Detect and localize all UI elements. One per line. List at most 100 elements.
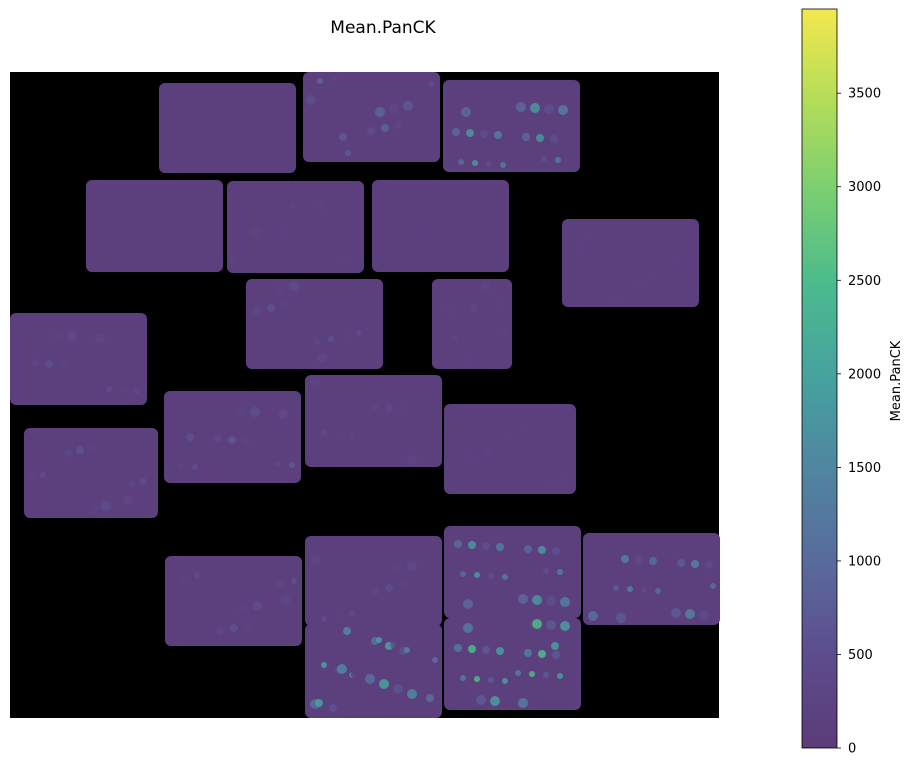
cell-point <box>510 648 518 656</box>
tissue-tile <box>246 279 383 369</box>
cell-point <box>417 98 427 108</box>
cell-point <box>508 132 516 140</box>
cell-point <box>496 647 504 655</box>
cell-point <box>538 546 546 554</box>
cell-point <box>178 463 184 469</box>
cell-point <box>550 135 558 143</box>
cell-point <box>332 205 338 211</box>
cell-point <box>385 584 393 592</box>
cell-point <box>571 570 577 576</box>
cell-point <box>390 642 396 648</box>
cell-point <box>421 558 431 568</box>
cell-point <box>243 257 251 265</box>
cell-point <box>317 78 323 84</box>
tissue-tile <box>86 180 223 272</box>
cell-point <box>90 504 100 514</box>
cell-point <box>428 81 434 87</box>
cell-point <box>264 408 274 418</box>
cell-point <box>161 202 167 208</box>
cell-point <box>168 97 174 103</box>
cell-point <box>635 279 643 287</box>
cell-point <box>685 609 695 619</box>
cell-point <box>699 610 709 620</box>
cell-point <box>216 627 224 635</box>
cell-point <box>23 389 29 395</box>
colorbar-gradient <box>801 8 838 749</box>
cell-point <box>449 598 459 608</box>
cell-point <box>552 547 560 555</box>
cell-point <box>518 698 528 708</box>
cell-point <box>447 473 455 481</box>
cell-point <box>321 430 327 436</box>
cell-point <box>502 101 512 111</box>
colorbar-tick-label: 3000 <box>848 180 881 195</box>
cell-point <box>399 405 407 413</box>
cell-point <box>339 133 347 141</box>
cell-point <box>613 585 619 591</box>
cell-point <box>458 159 464 165</box>
cell-point <box>200 434 208 442</box>
colorbar-label: Mean.PanCK <box>889 340 904 421</box>
cell-point <box>649 272 657 280</box>
cell-point <box>208 569 214 575</box>
cell-point <box>513 427 519 433</box>
cell-point <box>182 94 188 100</box>
cell-point <box>685 248 695 258</box>
cell-point <box>253 307 261 315</box>
cell-point <box>569 158 575 164</box>
cell-point <box>558 476 566 484</box>
tissue-tile <box>10 313 147 405</box>
cell-point <box>95 333 105 343</box>
cell-point <box>317 353 327 363</box>
cell-point <box>444 227 454 237</box>
cell-point <box>649 557 657 565</box>
tissue-tile <box>305 536 442 626</box>
cell-point <box>94 225 104 235</box>
cell-point <box>530 103 540 113</box>
cell-point <box>236 406 246 416</box>
cell-point <box>59 361 67 369</box>
cell-point <box>481 281 491 291</box>
cell-point <box>183 253 191 261</box>
cell-point <box>306 95 316 105</box>
cell-point <box>522 424 528 430</box>
cell-point <box>275 461 281 467</box>
cell-point <box>705 561 713 569</box>
cell-point <box>81 332 91 342</box>
cell-point <box>460 571 466 577</box>
cell-point <box>504 697 514 707</box>
cell-point <box>250 407 260 417</box>
cell-point <box>357 590 365 598</box>
cell-point <box>588 611 598 621</box>
cell-point <box>490 696 500 706</box>
cell-point <box>380 253 388 261</box>
cell-point <box>321 662 327 668</box>
cell-point <box>321 616 327 622</box>
cell-point <box>560 597 570 607</box>
cell-point <box>536 134 544 142</box>
cell-point <box>367 127 375 135</box>
cell-point <box>407 455 417 465</box>
tissue-tile <box>227 181 364 273</box>
cell-point <box>488 677 494 683</box>
cell-point <box>476 695 486 705</box>
cell-point <box>218 146 226 154</box>
cell-point <box>543 672 549 678</box>
cell-point <box>337 664 347 674</box>
tissue-tile <box>562 219 699 307</box>
cell-point <box>544 104 554 114</box>
cell-point <box>532 595 542 605</box>
cell-point <box>518 594 528 604</box>
cell-point <box>229 256 237 264</box>
cell-point <box>470 304 478 312</box>
cell-point <box>524 649 532 657</box>
cell-point <box>432 657 438 663</box>
tissue-tile <box>165 556 302 646</box>
cell-point <box>232 143 240 151</box>
cell-point <box>192 464 198 470</box>
cell-point <box>482 542 490 550</box>
cell-point <box>421 376 431 386</box>
cell-point <box>538 650 546 658</box>
cell-point <box>496 543 504 551</box>
colorbar-tick-label: 2000 <box>848 367 881 382</box>
